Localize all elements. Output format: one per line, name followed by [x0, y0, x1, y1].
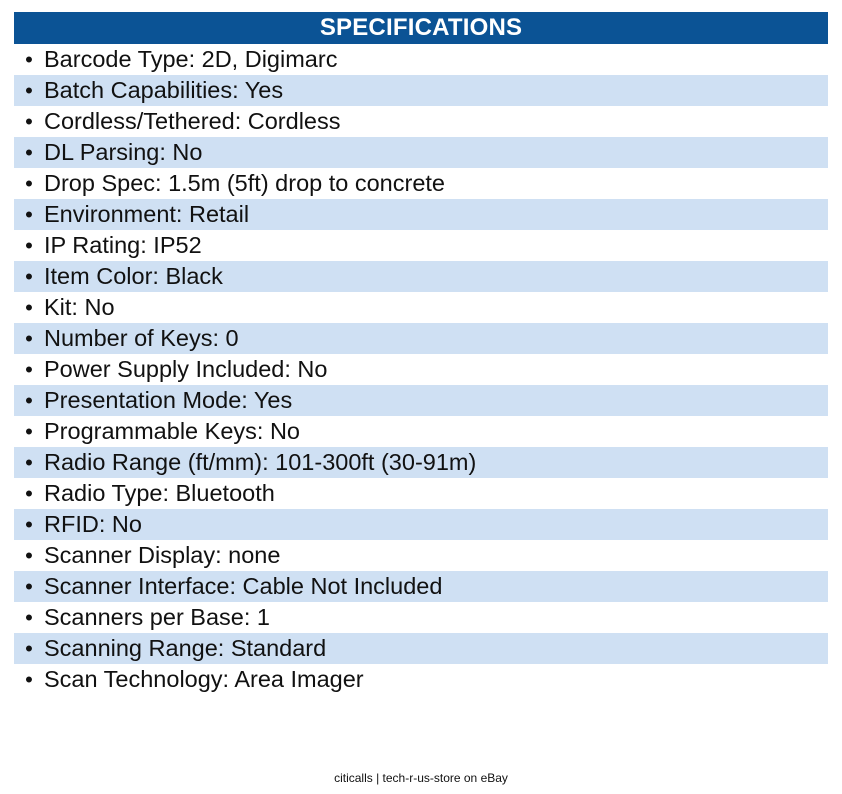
bullet-icon: •	[25, 264, 33, 289]
bullet-icon: •	[25, 109, 33, 134]
spec-text: Programmable Keys: No	[44, 418, 300, 444]
spec-text: RFID: No	[44, 511, 142, 537]
specifications-header: SPECIFICATIONS	[14, 12, 828, 44]
spec-row: • Scanning Range: Standard	[14, 633, 828, 664]
spec-row: • Barcode Type: 2D, Digimarc	[14, 44, 828, 75]
bullet-icon: •	[25, 512, 33, 537]
spec-text: IP Rating: IP52	[44, 232, 202, 258]
bullet-icon: •	[25, 419, 33, 444]
specifications-table: SPECIFICATIONS • Barcode Type: 2D, Digima…	[14, 12, 828, 695]
bullet-icon: •	[25, 388, 33, 413]
spec-row: • Scan Technology: Area Imager	[14, 664, 828, 695]
spec-row: • Scanners per Base: 1	[14, 602, 828, 633]
spec-row: • Batch Capabilities: Yes	[14, 75, 828, 106]
spec-row: • IP Rating: IP52	[14, 230, 828, 261]
spec-row: • Scanner Interface: Cable Not Included	[14, 571, 828, 602]
spec-row: • Cordless/Tethered: Cordless	[14, 106, 828, 137]
bullet-icon: •	[25, 481, 33, 506]
spec-text: DL Parsing: No	[44, 139, 203, 165]
bullet-icon: •	[25, 326, 33, 351]
spec-text: Radio Type: Bluetooth	[44, 480, 275, 506]
spec-text: Batch Capabilities: Yes	[44, 77, 284, 103]
specifications-list: • Barcode Type: 2D, Digimarc • Batch Capabi…	[14, 44, 828, 695]
bullet-icon: •	[25, 295, 33, 320]
bullet-icon: •	[25, 47, 33, 72]
spec-text: Scanner Display: none	[44, 542, 281, 568]
bullet-icon: •	[25, 171, 33, 196]
bullet-icon: •	[25, 140, 33, 165]
spec-text: Presentation Mode: Yes	[44, 387, 293, 413]
spec-row: • Environment: Retail	[14, 199, 828, 230]
bullet-icon: •	[25, 636, 33, 661]
spec-text: Barcode Type: 2D, Digimarc	[44, 46, 338, 72]
spec-row: • Drop Spec: 1.5m (5ft) drop to concrete	[14, 168, 828, 199]
spec-text: Drop Spec: 1.5m (5ft) drop to concrete	[44, 170, 445, 196]
spec-row: • Presentation Mode: Yes	[14, 385, 828, 416]
spec-row: • DL Parsing: No	[14, 137, 828, 168]
spec-text: Kit: No	[44, 294, 115, 320]
spec-text: Power Supply Included: No	[44, 356, 328, 382]
spec-text: Environment: Retail	[44, 201, 250, 227]
spec-text: Scanner Interface: Cable Not Included	[44, 573, 443, 599]
bullet-icon: •	[25, 574, 33, 599]
spec-row: • Kit: No	[14, 292, 828, 323]
spec-text: Number of Keys: 0	[44, 325, 239, 351]
bullet-icon: •	[25, 543, 33, 568]
bullet-icon: •	[25, 202, 33, 227]
spec-row: • Radio Range (ft/mm): 101-300ft (30-91m)	[14, 447, 828, 478]
spec-text: Scanning Range: Standard	[44, 635, 327, 661]
bullet-icon: •	[25, 78, 33, 103]
spec-text: Item Color: Black	[44, 263, 223, 289]
bullet-icon: •	[25, 233, 33, 258]
spec-row: • RFID: No	[14, 509, 828, 540]
spec-row: • Scanner Display: none	[14, 540, 828, 571]
bullet-icon: •	[25, 605, 33, 630]
spec-row: • Radio Type: Bluetooth	[14, 478, 828, 509]
spec-row: • Programmable Keys: No	[14, 416, 828, 447]
spec-row: • Item Color: Black	[14, 261, 828, 292]
bullet-icon: •	[25, 450, 33, 475]
spec-row: • Power Supply Included: No	[14, 354, 828, 385]
spec-text: Cordless/Tethered: Cordless	[44, 108, 341, 134]
spec-row: • Number of Keys: 0	[14, 323, 828, 354]
spec-text: Scanners per Base: 1	[44, 604, 270, 630]
bullet-icon: •	[25, 667, 33, 692]
footer-credit: citicalls | tech-r-us-store on eBay	[334, 771, 508, 785]
bullet-icon: •	[25, 357, 33, 382]
spec-text: Radio Range (ft/mm): 101-300ft (30-91m)	[44, 449, 477, 475]
spec-text: Scan Technology: Area Imager	[44, 666, 364, 692]
